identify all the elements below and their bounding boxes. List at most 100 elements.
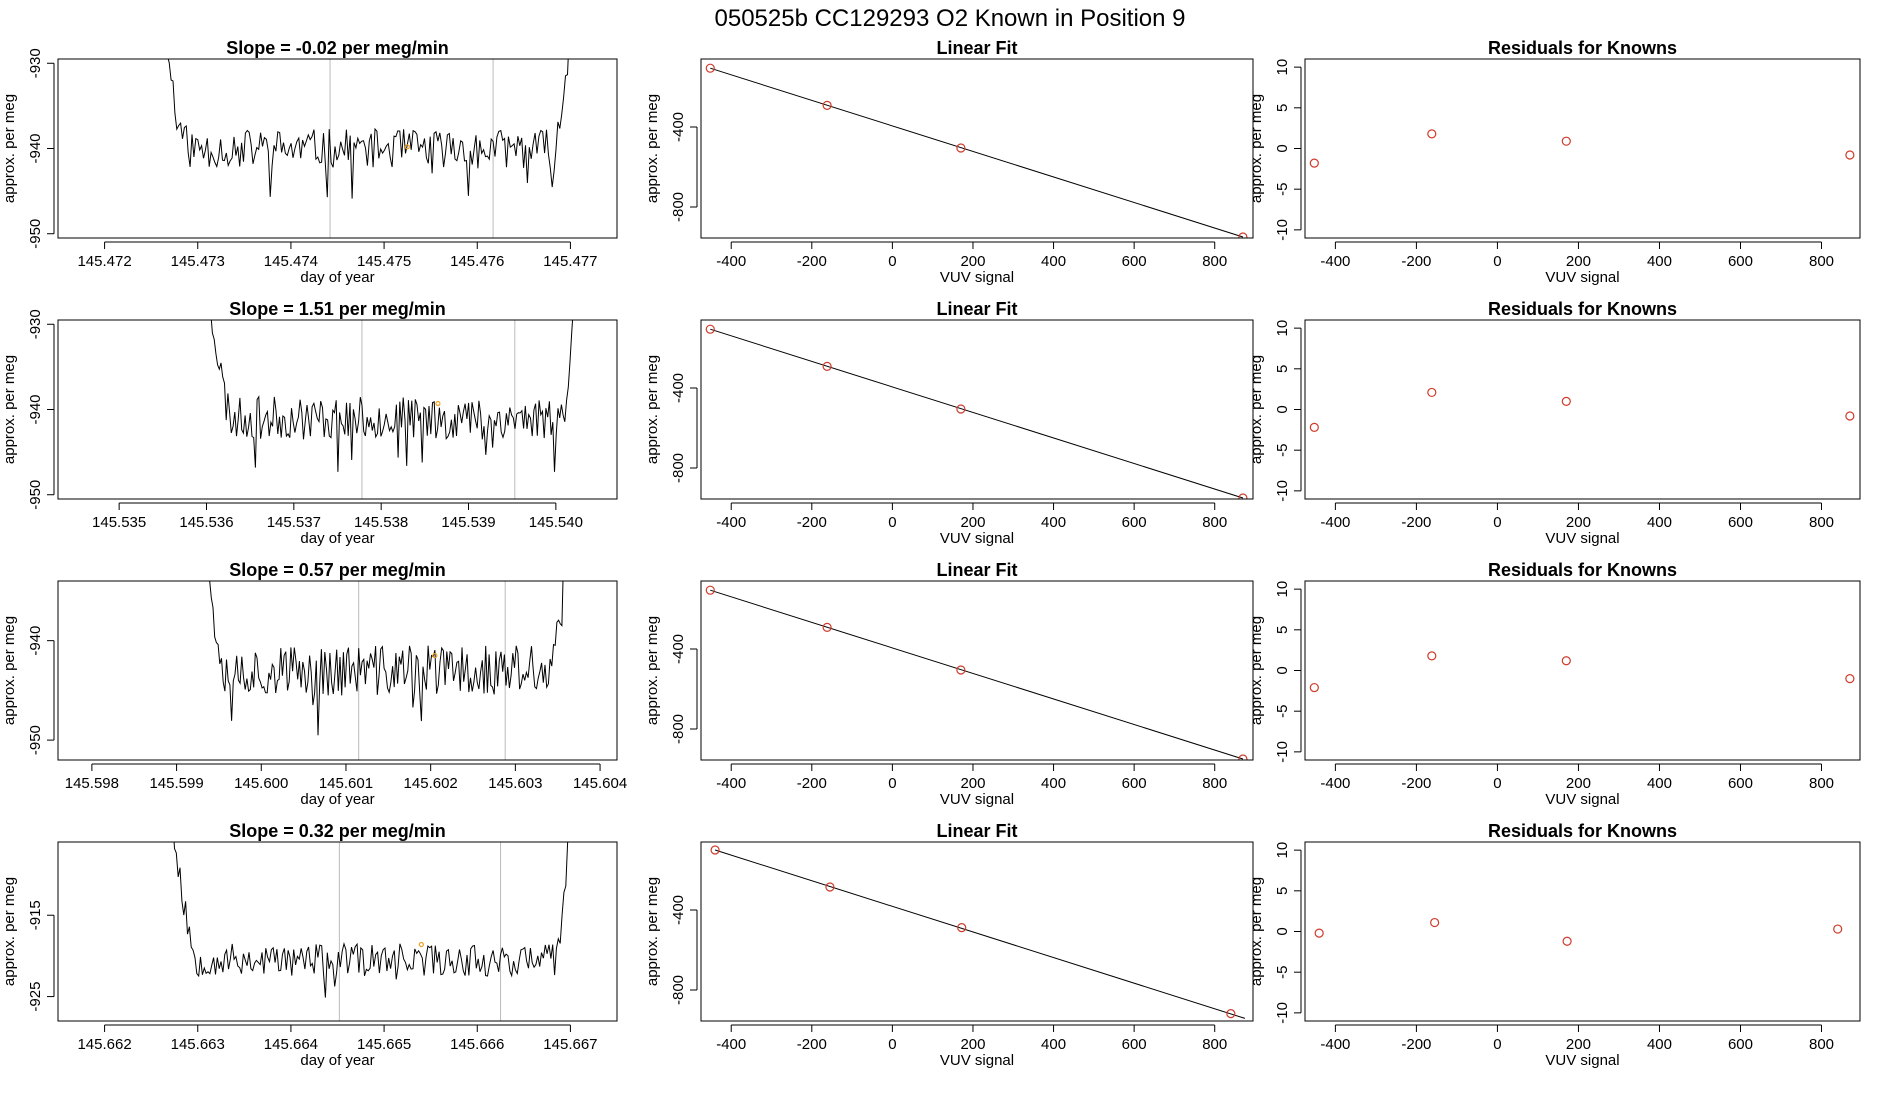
x-tick-label: 200 — [1566, 775, 1591, 792]
plot-frame — [1304, 319, 1861, 500]
y-axis-label: approx. per meg — [644, 877, 661, 986]
x-tick-label: -200 — [1401, 775, 1431, 792]
y-tick-label: -915 — [27, 900, 44, 930]
data-point — [822, 361, 832, 371]
y-tick-label: -925 — [27, 982, 44, 1012]
plot-area — [710, 845, 1246, 1019]
x-tick-label: -200 — [797, 514, 827, 531]
x-tick-label: -400 — [1320, 253, 1350, 270]
x-tick-label: 0 — [888, 514, 896, 531]
panel-1: Slope = -0.02 per meg/min 145.472 145.473 1… — [1, 38, 618, 286]
x-tick-label: 200 — [1566, 253, 1591, 270]
mean-marker — [418, 941, 424, 948]
y-tick-label: 10 — [1274, 320, 1291, 337]
x-tick-label: 800 — [1202, 253, 1227, 270]
panel-12: Residuals for Knowns -400 -200 0 200 400 600 80… — [1248, 821, 1861, 1069]
data-point — [822, 622, 832, 633]
plot-frame — [1304, 841, 1861, 1022]
x-tick-label: 145.536 — [179, 514, 233, 531]
data-point — [956, 665, 966, 675]
x-tick-label: 0 — [1493, 514, 1501, 531]
panel-title: Slope = -0.02 per meg/min — [226, 38, 449, 58]
data-point — [822, 100, 832, 111]
y-tick-label: 10 — [1274, 581, 1291, 598]
x-tick-label: 600 — [1728, 253, 1753, 270]
x-tick-label: 800 — [1809, 775, 1834, 792]
x-tick-label: 145.472 — [77, 253, 131, 270]
x-tick-label: -400 — [1320, 775, 1350, 792]
panel-10: Slope = 0.32 per meg/min 145.662 145.663 14… — [1, 821, 618, 1069]
data-point — [1561, 656, 1571, 666]
x-tick-label: 600 — [1728, 514, 1753, 531]
x-tick-label: 800 — [1202, 514, 1227, 531]
panel-11: Linear Fit -400 -200 0 200 400 600 800 VUV signa… — [644, 821, 1254, 1069]
x-tick-label: 145.666 — [450, 1036, 504, 1053]
y-tick-label: -400 — [670, 634, 687, 664]
data-point — [710, 845, 720, 855]
x-tick-label: -400 — [716, 1036, 746, 1053]
y-axis-label: approx. per meg — [1, 94, 18, 203]
panel-title: Linear Fit — [936, 821, 1017, 841]
x-tick-label: -200 — [1401, 253, 1431, 270]
x-tick-label: -200 — [1401, 1036, 1431, 1053]
plot-frame — [700, 58, 1254, 239]
x-tick-label: 400 — [1041, 775, 1066, 792]
plot-frame — [57, 319, 618, 500]
panel-7: Slope = 0.57 per meg/min 145.598 145.599 14… — [1, 560, 627, 808]
panel-8: Linear Fit -400 -200 0 200 400 600 800 VUV signa… — [644, 560, 1254, 808]
y-axis-label: approx. per meg — [644, 355, 661, 464]
main-title: 050525b CC129293 O2 Known in Position 9 — [715, 5, 1186, 32]
y-tick-label: -10 — [1274, 219, 1291, 241]
data-point — [1845, 411, 1855, 421]
panel-4: Slope = 1.51 per meg/min 145.535 145.536 14… — [1, 299, 618, 547]
y-axis-label: approx. per meg — [1248, 616, 1265, 725]
x-tick-label: 600 — [1122, 1036, 1147, 1053]
y-tick-label: -5 — [1274, 444, 1291, 457]
panel-title: Linear Fit — [936, 299, 1017, 319]
data-point — [1430, 917, 1440, 928]
panel-title: Residuals for Knowns — [1488, 821, 1677, 841]
data-point — [1833, 924, 1843, 934]
y-tick-label: -800 — [670, 714, 687, 744]
mean-marker — [435, 400, 441, 407]
panel-title: Linear Fit — [936, 560, 1017, 580]
x-tick-label: 400 — [1041, 1036, 1066, 1053]
panel-3: Residuals for Knowns -400 -200 0 200 400 600 80… — [1248, 38, 1861, 286]
fit-line — [710, 589, 1244, 760]
plot-frame — [1304, 580, 1861, 761]
x-tick-label: 200 — [960, 775, 985, 792]
y-tick-label: -5 — [1274, 183, 1291, 196]
panel-title: Residuals for Knowns — [1488, 560, 1677, 580]
data-point — [1238, 232, 1248, 238]
y-tick-label: 0 — [1274, 927, 1291, 935]
y-tick-label: -10 — [1274, 1002, 1291, 1024]
data-point — [956, 143, 966, 153]
y-axis-label: approx. per meg — [1, 355, 18, 464]
time-series-line — [167, 59, 569, 199]
time-series-line — [210, 320, 574, 472]
plot-frame — [57, 580, 618, 761]
panel-grid: Slope = -0.02 per meg/min 145.472 145.473 1… — [1, 38, 1861, 1069]
x-tick-label: 145.476 — [450, 253, 504, 270]
y-tick-label: -930 — [27, 309, 44, 339]
x-tick-label: 145.664 — [264, 1036, 318, 1053]
data-point — [1314, 928, 1324, 938]
y-tick-label: -800 — [670, 192, 687, 222]
x-tick-label: 145.477 — [543, 253, 597, 270]
x-tick-label: 400 — [1041, 514, 1066, 531]
x-tick-label: 200 — [1566, 1036, 1591, 1053]
fit-line — [710, 67, 1244, 238]
x-tick-label: 200 — [1566, 514, 1591, 531]
x-tick-label: -200 — [797, 1036, 827, 1053]
x-axis-label: VUV signal — [1545, 1052, 1619, 1069]
y-tick-label: -800 — [670, 453, 687, 483]
panel-title: Slope = 0.32 per meg/min — [229, 821, 446, 841]
plot-area — [210, 320, 574, 499]
x-tick-label: 600 — [1122, 514, 1147, 531]
x-tick-label: 200 — [960, 1036, 985, 1053]
plot-frame — [700, 580, 1254, 761]
y-tick-label: -10 — [1274, 480, 1291, 502]
x-tick-label: 600 — [1728, 1036, 1753, 1053]
data-point — [1427, 387, 1437, 398]
y-tick-label: -950 — [27, 480, 44, 510]
